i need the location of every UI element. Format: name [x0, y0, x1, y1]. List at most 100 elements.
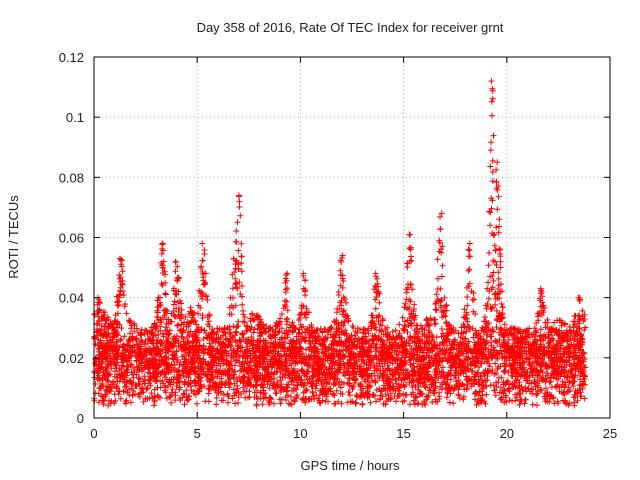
data-point [202, 398, 209, 405]
data-point [515, 390, 521, 396]
data-point [315, 395, 322, 402]
data-point [451, 342, 458, 348]
data-point [298, 324, 305, 331]
data-point [139, 368, 146, 375]
data-point [235, 318, 242, 325]
data-point [472, 389, 479, 396]
data-point [130, 374, 137, 381]
data-point [486, 288, 493, 295]
data-point [174, 322, 181, 329]
chart-title: Day 358 of 2016, Rate Of TEC Index for r… [197, 20, 504, 35]
data-point [493, 224, 500, 231]
data-point [570, 383, 577, 389]
data-point [183, 387, 190, 394]
data-point [372, 378, 379, 385]
data-point [181, 319, 187, 326]
data-point [120, 292, 127, 298]
data-point [127, 330, 133, 337]
data-point [232, 328, 239, 335]
data-point [237, 367, 243, 374]
data-point [325, 379, 332, 386]
data-point [565, 384, 572, 391]
data-point [368, 342, 375, 349]
data-point [341, 295, 348, 302]
data-point [554, 382, 561, 389]
data-point [546, 398, 553, 405]
data-point [372, 305, 379, 312]
data-point [154, 337, 161, 344]
data-point [417, 368, 424, 375]
data-point [407, 401, 413, 408]
data-point [181, 401, 188, 408]
data-point [359, 401, 366, 408]
data-point [489, 273, 496, 280]
data-point [337, 267, 344, 274]
data-point [485, 262, 492, 269]
data-point [259, 372, 266, 379]
data-point [349, 323, 356, 329]
data-point [328, 324, 335, 331]
data-point [377, 321, 384, 328]
data-point [171, 298, 178, 305]
data-point [307, 344, 314, 351]
data-point [373, 387, 380, 393]
data-point [168, 310, 175, 317]
data-point [432, 377, 439, 384]
data-point [117, 395, 124, 402]
data-point [341, 364, 348, 371]
data-point [534, 402, 540, 409]
data-point [233, 239, 240, 245]
data-point [485, 279, 492, 286]
data-point [426, 329, 433, 336]
data-point [151, 398, 158, 405]
data-point [343, 299, 350, 306]
data-point [516, 390, 523, 397]
data-point [235, 399, 241, 406]
data-point [235, 394, 242, 401]
data-point [339, 311, 346, 318]
data-point [241, 365, 248, 372]
data-point [271, 375, 278, 382]
data-point [476, 364, 482, 371]
data-point [250, 329, 257, 336]
data-point [574, 397, 581, 404]
data-point [560, 397, 567, 404]
data-point [487, 147, 494, 154]
data-point [487, 382, 494, 389]
data-point [485, 295, 492, 302]
data-point [233, 351, 240, 358]
data-point [140, 398, 147, 405]
data-point [311, 396, 318, 402]
data-point [126, 386, 133, 393]
data-point [433, 291, 440, 298]
data-point [178, 300, 185, 307]
data-point [168, 399, 175, 406]
data-point [490, 232, 497, 239]
data-point [437, 285, 444, 292]
data-point [202, 270, 209, 277]
data-point [464, 302, 471, 309]
data-point [170, 301, 177, 308]
data-point [227, 329, 234, 336]
data-point [495, 193, 502, 200]
data-point [496, 389, 503, 396]
data-point [340, 307, 347, 314]
data-point [297, 321, 304, 328]
data-point [490, 277, 497, 284]
data-point [135, 380, 142, 387]
data-point [250, 317, 257, 323]
data-point [487, 222, 494, 229]
data-point [237, 212, 244, 219]
data-point [299, 396, 305, 403]
data-point [238, 260, 245, 267]
data-point [487, 209, 494, 216]
data-point [303, 346, 309, 353]
data-point [288, 393, 294, 400]
data-point [284, 285, 291, 292]
data-point [173, 383, 180, 389]
data-point [403, 289, 410, 296]
data-point [389, 328, 396, 335]
data-point [111, 391, 118, 398]
data-point [423, 316, 430, 322]
data-point [309, 368, 316, 375]
